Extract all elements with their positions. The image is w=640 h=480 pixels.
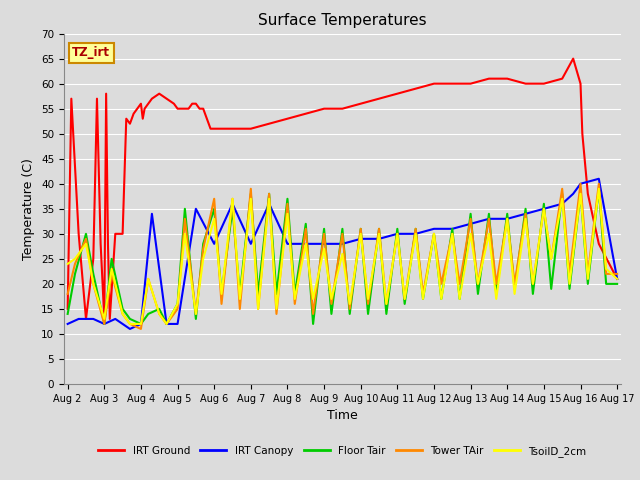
Y-axis label: Temperature (C): Temperature (C) [22,158,35,260]
Legend: IRT Ground, IRT Canopy, Floor Tair, Tower TAir, TsoilD_2cm: IRT Ground, IRT Canopy, Floor Tair, Towe… [94,442,591,461]
Text: TZ_irt: TZ_irt [72,47,110,60]
X-axis label: Time: Time [327,409,358,422]
Title: Surface Temperatures: Surface Temperatures [258,13,427,28]
